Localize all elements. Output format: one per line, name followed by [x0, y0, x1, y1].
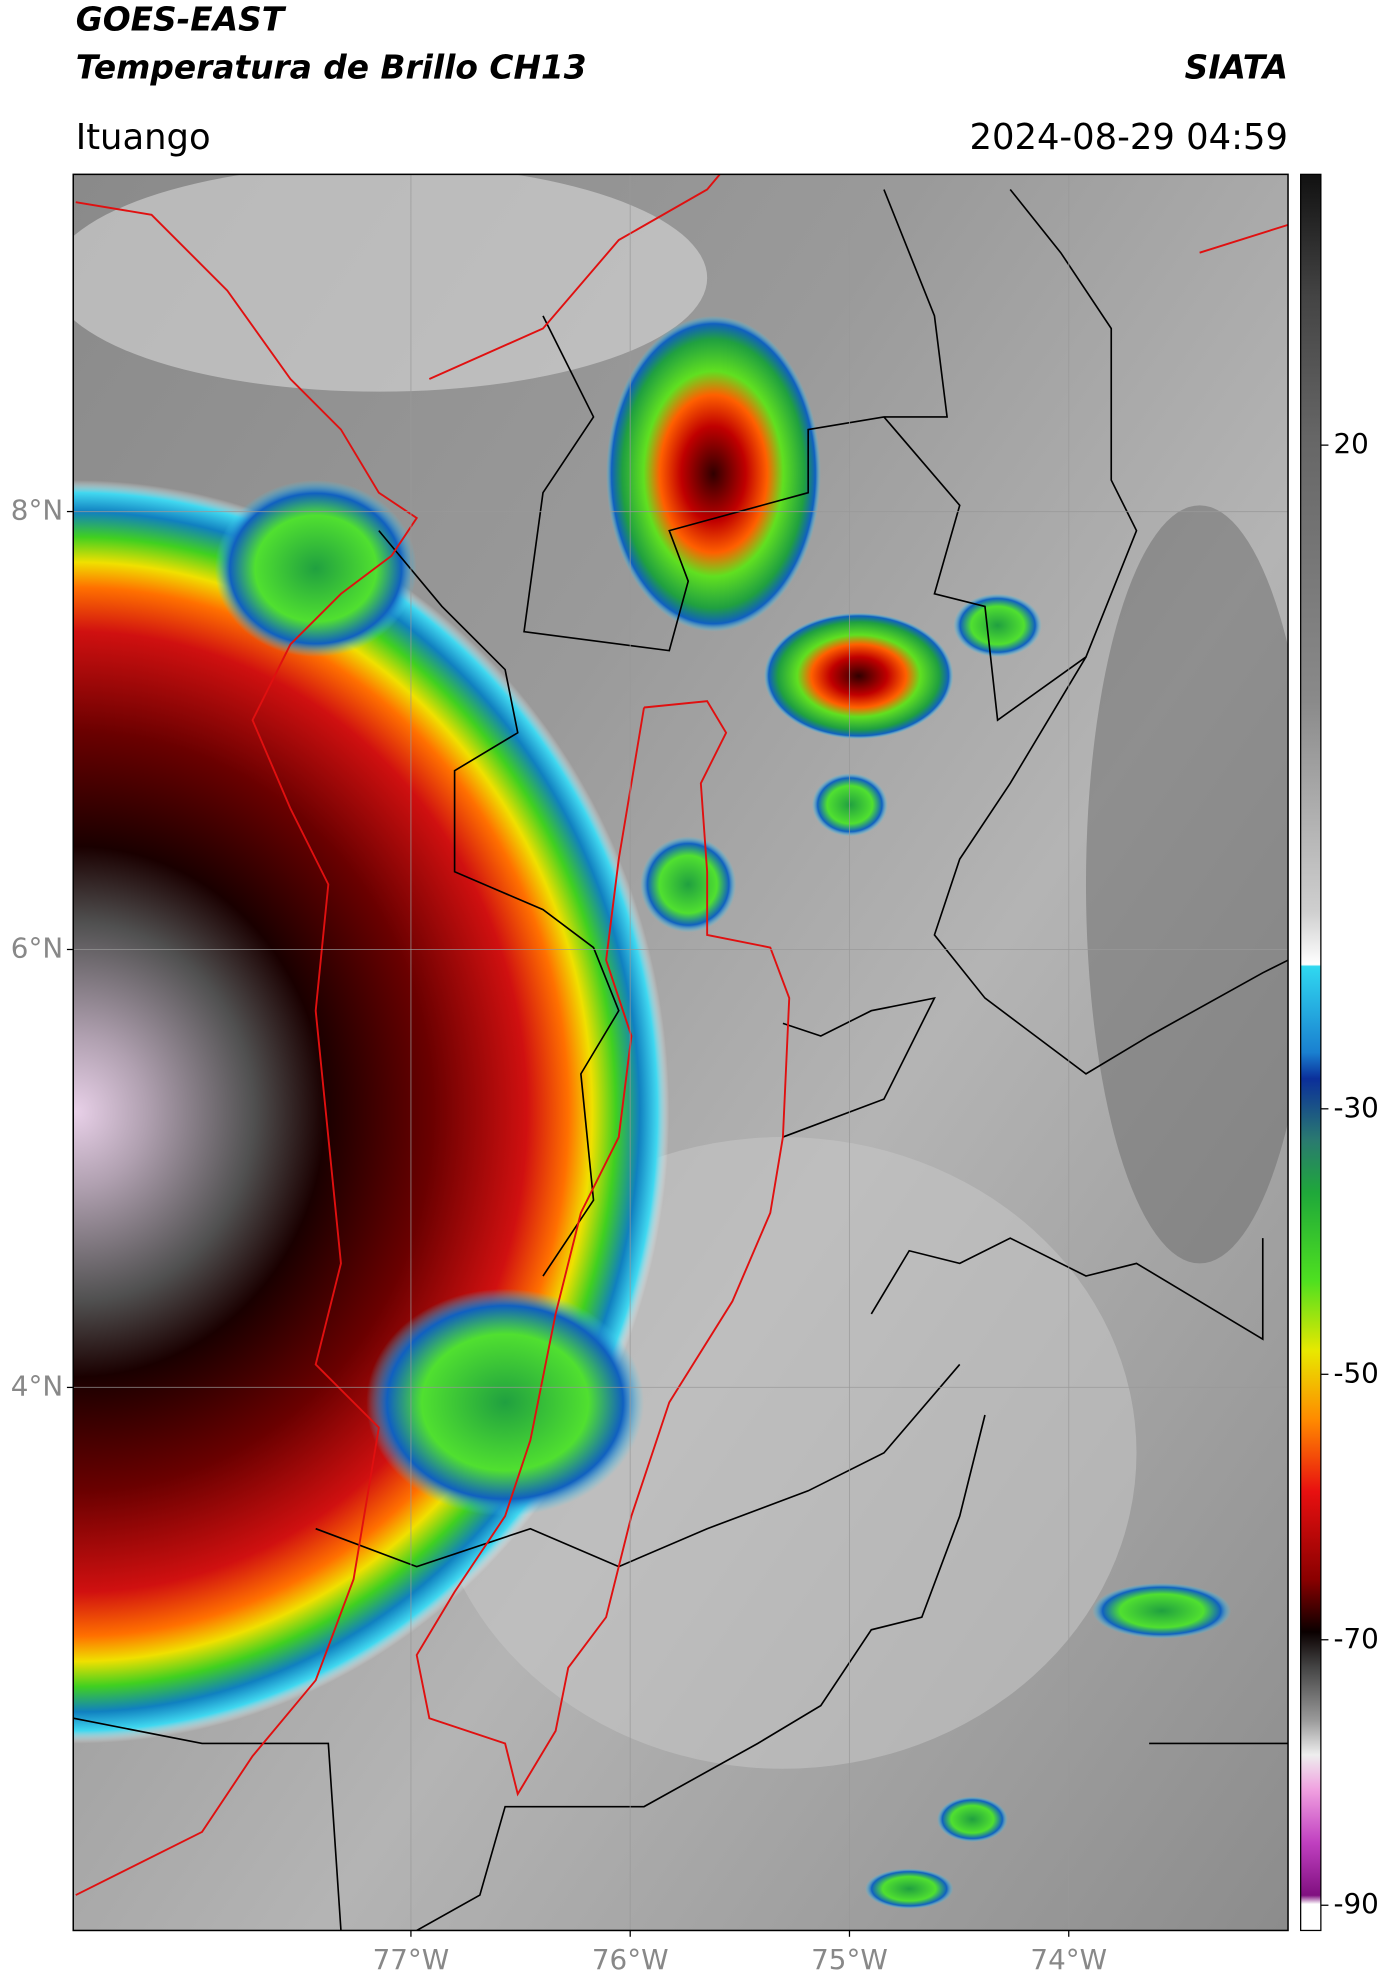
- border: [73, 1717, 342, 1931]
- border: [378, 530, 620, 1277]
- colorbar-tick-label: -70: [1333, 1622, 1378, 1655]
- storm: [640, 836, 737, 933]
- border: [315, 1527, 620, 1568]
- borders: [73, 188, 1289, 1931]
- border: [782, 996, 936, 1138]
- border: [870, 1237, 1264, 1341]
- colorbar-tick-label: -50: [1333, 1356, 1378, 1389]
- title: GOES-EAST: [76, 0, 287, 38]
- cloud: [1086, 505, 1289, 1264]
- storm: [606, 315, 821, 632]
- storm: [936, 1796, 1008, 1843]
- border: [1199, 223, 1289, 254]
- lon-tick-label: 76°W: [592, 1943, 669, 1976]
- datetime: 2024-08-29 04:59: [969, 117, 1288, 158]
- colorbar-tick-label: 20: [1333, 427, 1368, 460]
- border: [416, 1414, 986, 1931]
- border: [523, 189, 949, 652]
- border: [933, 656, 1289, 1075]
- storm: [366, 1288, 645, 1517]
- source: SIATA: [1185, 48, 1288, 86]
- lat-tick-label: 6°N: [11, 931, 63, 964]
- lon-tick-label: 77°W: [373, 1943, 450, 1976]
- lon-tick-label: 75°W: [811, 1943, 888, 1976]
- lat-tick-label: 4°N: [11, 1369, 63, 1402]
- coastline: [75, 201, 419, 1896]
- colorbar: [1300, 173, 1322, 1932]
- region-outline: [415, 700, 791, 1797]
- coastline: [75, 174, 1289, 1896]
- storm: [953, 593, 1042, 657]
- cloud: [73, 174, 708, 392]
- map-frame: [72, 173, 1289, 1932]
- axes: 8°N 6°N 4°N 77°W 76°W 75°W 74°W 20 -30 -50 -70 -90: [11, 427, 1379, 1976]
- storm: [763, 612, 954, 740]
- subtitle: Temperatura de Brillo CH13: [76, 48, 587, 86]
- lon-tick-label: 74°W: [1030, 1943, 1107, 1976]
- colorbar-tick-label: -90: [1333, 1887, 1378, 1920]
- border: [428, 174, 721, 380]
- colorbar-tick-label: -30: [1333, 1091, 1378, 1124]
- map: [73, 174, 1289, 1931]
- storm: [214, 480, 417, 657]
- storm: [865, 1868, 954, 1909]
- location: Ituango: [76, 117, 211, 158]
- grid: [73, 174, 1289, 1931]
- border: [618, 1363, 961, 1568]
- storm: [1092, 1583, 1232, 1639]
- lat-tick-label: 8°N: [11, 494, 63, 527]
